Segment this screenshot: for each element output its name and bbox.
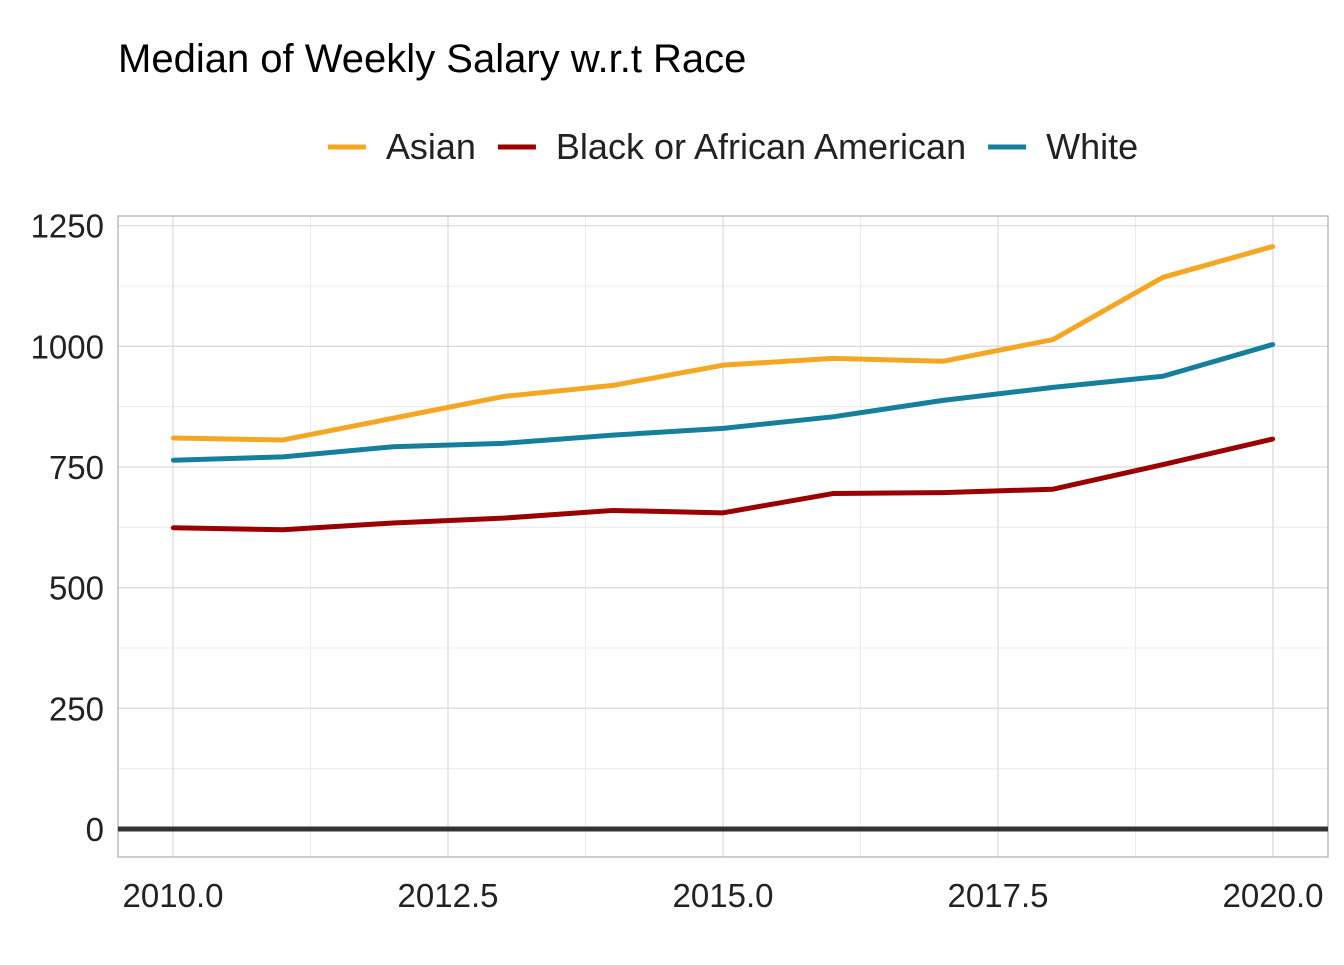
data-point <box>720 426 726 431</box>
data-point <box>1160 374 1166 379</box>
data-point <box>610 432 616 438</box>
data-point <box>1270 244 1276 249</box>
data-point <box>1270 436 1276 442</box>
y-tick-label: 0 <box>86 811 104 848</box>
data-point <box>170 435 176 441</box>
plot-area: 0 250 500 750 1000 1250 2010.0 2012.5 2015.0 2017… <box>31 208 1329 914</box>
data-point <box>390 416 396 421</box>
data-point <box>940 359 946 364</box>
data-point <box>1050 337 1056 342</box>
x-tick-label: 2020.0 <box>1223 877 1324 914</box>
data-point <box>1160 462 1166 467</box>
data-point <box>500 394 506 399</box>
data-point <box>170 458 176 463</box>
legend-label: Asian <box>386 126 476 167</box>
data-point <box>390 444 396 449</box>
data-point <box>940 398 946 403</box>
data-point <box>500 515 506 521</box>
y-tick-label: 750 <box>49 449 104 486</box>
data-point <box>720 510 726 516</box>
data-point <box>610 383 616 388</box>
y-tick-label: 250 <box>49 690 104 727</box>
data-point <box>720 362 726 368</box>
x-tick-label: 2010.0 <box>123 877 224 914</box>
data-point <box>170 525 176 531</box>
data-point <box>280 527 286 532</box>
data-point <box>940 490 946 495</box>
data-point <box>280 437 286 443</box>
data-point <box>1270 342 1276 347</box>
data-point <box>1050 486 1056 492</box>
x-tick-label: 2015.0 <box>673 877 774 914</box>
x-tick-label: 2012.5 <box>398 877 499 914</box>
chart-title: Median of Weekly Salary w.r.t Race <box>118 37 746 81</box>
data-point <box>830 356 836 361</box>
legend-label: White <box>1046 126 1138 167</box>
data-point <box>500 441 506 446</box>
y-tick-label: 1000 <box>31 328 104 365</box>
x-tick-label: 2017.5 <box>948 877 1049 914</box>
data-point <box>390 520 396 526</box>
panel-border <box>117 215 1329 858</box>
legend: Asian Black or African American White <box>327 126 1138 167</box>
legend-label: Black or African American <box>556 126 966 167</box>
data-point <box>1050 385 1056 390</box>
data-point <box>610 508 616 513</box>
y-tick-label: 1250 <box>31 208 104 245</box>
data-point <box>1160 275 1166 280</box>
data-point <box>280 454 286 460</box>
data-point <box>830 491 836 496</box>
data-point <box>830 414 836 419</box>
y-tick-label: 500 <box>49 570 104 607</box>
